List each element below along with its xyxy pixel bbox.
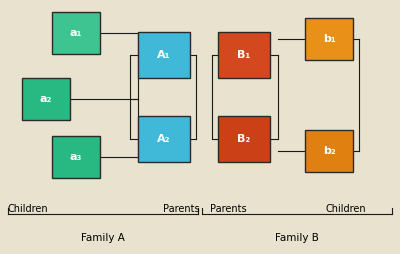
Text: Children: Children (8, 204, 49, 214)
Text: B₁: B₁ (237, 50, 251, 60)
Bar (218, 32, 270, 78)
Text: A₂: A₂ (157, 134, 171, 144)
Bar (305, 18, 353, 60)
Text: Children: Children (325, 204, 366, 214)
Text: Parents: Parents (210, 204, 247, 214)
Text: b₁: b₁ (323, 34, 335, 44)
Text: Family A: Family A (81, 233, 125, 243)
Bar (52, 136, 100, 178)
Bar (218, 116, 270, 162)
Text: b₂: b₂ (323, 146, 335, 156)
Bar (305, 130, 353, 172)
Bar (138, 116, 190, 162)
Text: a₁: a₁ (70, 28, 82, 38)
Bar (138, 32, 190, 78)
Text: a₃: a₃ (70, 152, 82, 162)
Bar (52, 12, 100, 54)
Text: a₂: a₂ (40, 94, 52, 104)
Text: A₁: A₁ (157, 50, 171, 60)
Text: B₂: B₂ (237, 134, 251, 144)
Text: Family B: Family B (275, 233, 319, 243)
Bar (22, 78, 70, 120)
Text: Parents: Parents (163, 204, 200, 214)
